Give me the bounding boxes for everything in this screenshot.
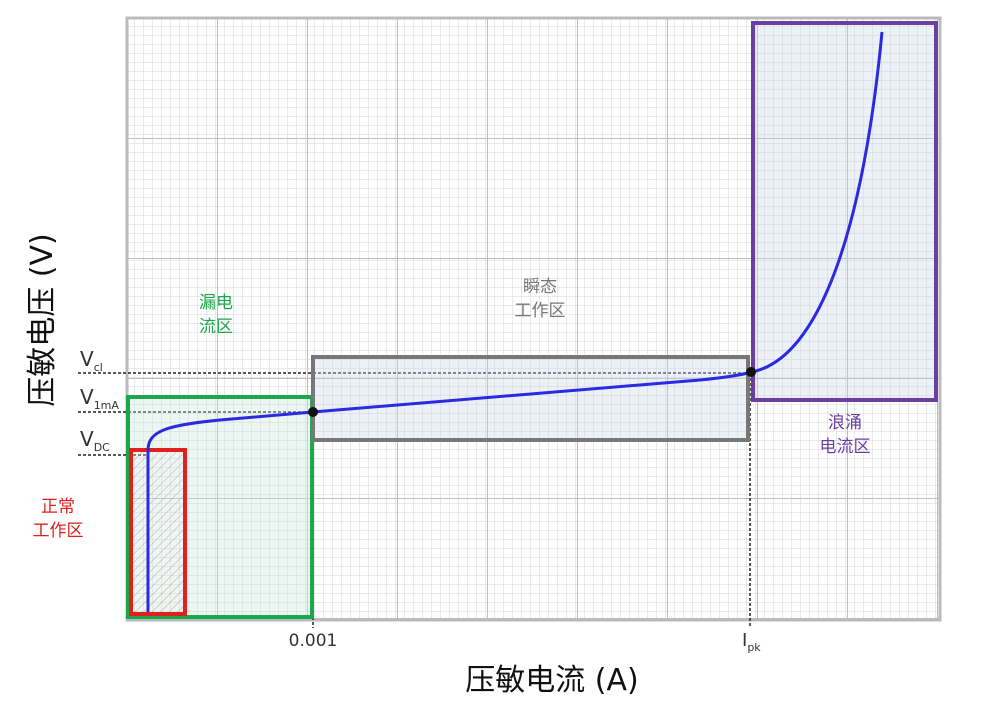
vcl-label: Vcl	[80, 347, 103, 374]
normal-line-1: 正常	[41, 497, 75, 517]
v1ma-label: V1mA	[80, 385, 119, 412]
normal-label: 正常工作区	[33, 497, 84, 541]
point-v1ma	[308, 407, 318, 417]
vdc-label: VDC	[80, 427, 110, 454]
ipk-sub: pk	[747, 641, 761, 654]
vdc-main: V	[80, 427, 94, 451]
transient-label: 瞬态工作区	[515, 277, 566, 321]
v1ma-sub: 1mA	[94, 399, 120, 412]
x-tick-label: 0.001	[289, 631, 338, 651]
surge-region	[751, 21, 938, 402]
transient-line-1: 瞬态	[523, 277, 557, 297]
surge-label: 浪涌电流区	[820, 413, 871, 457]
plot-area	[125, 16, 942, 622]
y-axis-label: 压敏电压 (V)	[25, 233, 60, 406]
ipk-main: I	[742, 630, 747, 651]
leakage-line-2: 流区	[199, 317, 233, 337]
v1ma-main: V	[80, 385, 94, 409]
surge-line-1: 浪涌	[828, 413, 862, 433]
normal-line-2: 工作区	[33, 521, 84, 541]
normal-region	[129, 448, 187, 616]
vdc-sub: DC	[94, 441, 110, 454]
transient-line-2: 工作区	[515, 301, 566, 321]
leakage-line-1: 漏电	[199, 293, 233, 313]
vcl-sub: cl	[94, 361, 103, 374]
vcl-main: V	[80, 347, 94, 371]
transient-region	[311, 355, 750, 442]
ipk-label: Ipk	[742, 630, 761, 654]
surge-line-2: 电流区	[820, 437, 871, 457]
leakage-label: 漏电流区	[199, 293, 233, 337]
x-axis-label: 压敏电流 (A)	[465, 663, 638, 698]
point-vcl	[746, 367, 756, 377]
